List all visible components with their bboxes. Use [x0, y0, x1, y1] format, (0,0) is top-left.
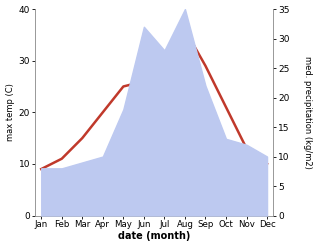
Y-axis label: max temp (C): max temp (C)	[5, 83, 15, 141]
Y-axis label: med. precipitation (kg/m2): med. precipitation (kg/m2)	[303, 56, 313, 169]
X-axis label: date (month): date (month)	[118, 231, 190, 242]
